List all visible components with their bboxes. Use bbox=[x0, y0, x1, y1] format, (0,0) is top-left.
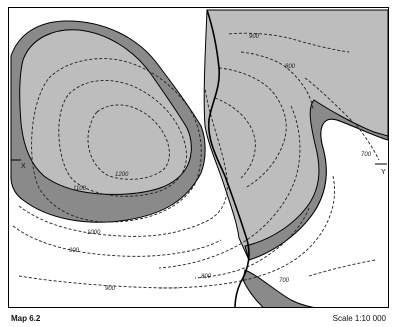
contour-label-1000: 1000 bbox=[87, 230, 101, 236]
contour-label-700-right: 700 bbox=[361, 152, 372, 158]
scale-caption: Scale 1:10 000 bbox=[332, 314, 386, 323]
contour-line bbox=[304, 77, 380, 161]
contour-line bbox=[308, 259, 376, 277]
contour-label-1100: 1100 bbox=[73, 186, 87, 192]
contour-label-700-bottom: 700 bbox=[279, 278, 290, 284]
left-hill-light-area bbox=[19, 29, 192, 195]
contour-line bbox=[218, 67, 287, 189]
right-region-dark-band-east bbox=[244, 99, 388, 261]
contour-line bbox=[228, 32, 350, 53]
contour-line bbox=[158, 175, 335, 289]
contour-label-800-bottom: 800 bbox=[201, 274, 212, 280]
point-y-label: Y bbox=[381, 169, 386, 176]
contour-label-900-top: 900 bbox=[249, 34, 260, 40]
map-caption: Map 6.2 bbox=[11, 314, 41, 323]
contour-line bbox=[58, 80, 187, 197]
right-region-dark-band-south bbox=[242, 269, 315, 307]
contour-line bbox=[158, 105, 301, 269]
road-line bbox=[206, 9, 250, 307]
contour-label-900-left: 900 bbox=[69, 248, 80, 254]
contour-line bbox=[12, 225, 222, 257]
contour-line bbox=[18, 87, 228, 237]
contour-line bbox=[18, 275, 180, 289]
contour-label-800-right: 800 bbox=[285, 64, 296, 70]
topographic-map: 900 800 700 1200 1100 1000 900 800 700 9… bbox=[10, 9, 388, 307]
map-frame: 900 800 700 1200 1100 1000 900 800 700 9… bbox=[8, 7, 389, 308]
point-x-label: X bbox=[21, 163, 26, 170]
contour-label-900-bottom: 900 bbox=[105, 286, 116, 292]
contour-line bbox=[31, 58, 202, 223]
contour-line bbox=[240, 51, 314, 111]
contour-line bbox=[214, 97, 256, 179]
contour-line bbox=[194, 207, 310, 279]
contour-label-1200: 1200 bbox=[115, 172, 129, 178]
